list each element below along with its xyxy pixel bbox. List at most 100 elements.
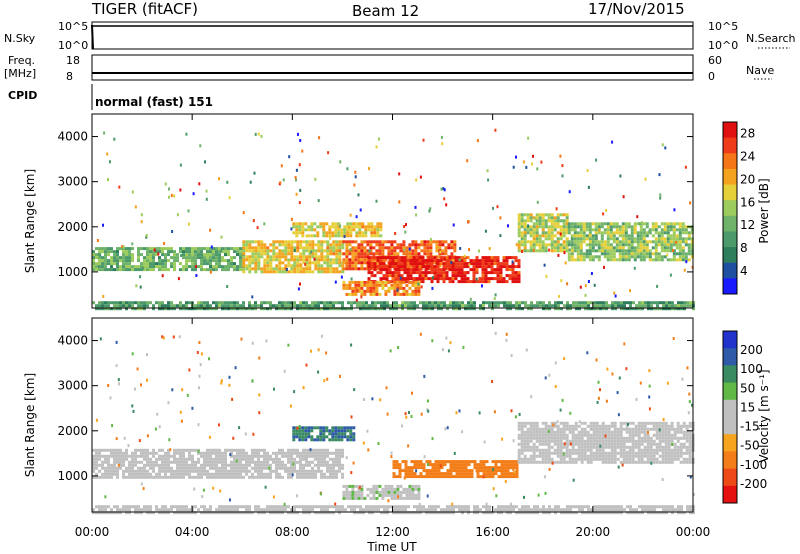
power-cell xyxy=(523,249,527,253)
power-cell xyxy=(612,255,616,259)
velocity-cell xyxy=(128,466,131,470)
power-speckle xyxy=(561,164,564,168)
power-cell xyxy=(224,250,227,254)
power-speckle xyxy=(522,160,525,164)
power-cell xyxy=(630,228,634,232)
velocity-cell xyxy=(236,466,239,470)
velocity-cell xyxy=(278,448,281,452)
velocity-cell xyxy=(541,448,545,452)
velocity-cell xyxy=(110,451,113,455)
power-cell xyxy=(224,265,227,269)
power-speckle xyxy=(205,189,208,193)
velocity-cell xyxy=(134,454,137,458)
power-cell xyxy=(600,252,604,256)
power-cell xyxy=(194,262,197,266)
power-cell xyxy=(260,304,263,308)
power-cell xyxy=(405,249,409,253)
power-cell xyxy=(272,270,276,274)
power-cell xyxy=(367,222,371,226)
power-cell xyxy=(408,249,412,253)
velocity-cell xyxy=(218,454,221,458)
power-speckle xyxy=(360,295,363,299)
power-cell xyxy=(406,259,410,263)
velocity-cell xyxy=(185,508,188,512)
velocity-cell xyxy=(610,445,614,449)
power-cell xyxy=(352,228,356,232)
power-cell xyxy=(384,246,388,250)
power-cell xyxy=(565,216,569,220)
velocity-cell xyxy=(577,448,581,452)
power-cell xyxy=(523,219,527,223)
power-speckle xyxy=(525,165,528,169)
power-cell xyxy=(481,277,485,281)
power-cell xyxy=(565,219,569,223)
power-cell xyxy=(354,252,358,256)
power-cell xyxy=(384,280,388,284)
velocity-cell xyxy=(122,454,125,458)
power-cell xyxy=(463,271,467,275)
velocity-cell xyxy=(544,460,548,464)
velocity-cell xyxy=(304,426,308,430)
power-cell xyxy=(393,283,397,287)
power-cell xyxy=(638,301,641,305)
velocity-cell xyxy=(218,469,221,473)
velocity-cell xyxy=(179,451,182,455)
velocity-cell xyxy=(98,508,101,512)
power-cell xyxy=(579,234,583,238)
velocity-cell xyxy=(194,475,197,479)
velocity-cell xyxy=(104,511,107,515)
velocity-cell xyxy=(443,475,447,479)
power-cell xyxy=(251,258,255,262)
power-cell xyxy=(599,301,602,305)
power-cell xyxy=(221,250,224,254)
velocity-cell xyxy=(341,505,344,509)
velocity-cell xyxy=(245,466,248,470)
power-cell xyxy=(617,301,620,305)
velocity-cell xyxy=(556,442,560,446)
power-cell xyxy=(215,307,218,311)
power-cell xyxy=(128,301,131,305)
power-speckle xyxy=(431,276,434,280)
power-cell xyxy=(585,234,589,238)
power-cell xyxy=(663,237,667,241)
power-speckle xyxy=(340,275,343,279)
power-cell xyxy=(390,283,394,287)
velocity-cell xyxy=(98,463,101,467)
velocity-cell xyxy=(113,469,116,473)
power-cell xyxy=(113,250,116,254)
velocity-cell xyxy=(107,475,110,479)
power-cell xyxy=(429,240,433,244)
velocity-cell xyxy=(215,451,218,455)
power-cell xyxy=(137,253,140,257)
power-speckle xyxy=(348,225,351,229)
power-cell xyxy=(588,252,592,256)
power-cell xyxy=(473,307,476,311)
power-cell xyxy=(182,304,185,308)
power-cell xyxy=(662,304,665,308)
power-cell xyxy=(621,258,625,262)
power-cell xyxy=(227,253,230,257)
velocity-cell xyxy=(529,421,533,425)
velocity-cell xyxy=(340,438,344,442)
power-cell xyxy=(152,250,155,254)
power-cell xyxy=(597,225,601,229)
power-cell xyxy=(600,240,604,244)
power-cell xyxy=(556,246,560,250)
velocity-cell xyxy=(541,430,545,434)
power-speckle xyxy=(185,132,188,136)
power-cell xyxy=(466,277,470,281)
velocity-cell xyxy=(290,463,293,467)
velocity-cell xyxy=(182,454,185,458)
velocity-cell xyxy=(571,424,575,428)
velocity-cell xyxy=(607,442,611,446)
velocity-cell xyxy=(164,454,167,458)
power-cell xyxy=(502,262,506,266)
power-cell xyxy=(414,252,418,256)
velocity-cell xyxy=(287,457,290,461)
power-cell xyxy=(134,307,137,311)
velocity-cell xyxy=(167,460,170,464)
power-cell xyxy=(164,265,167,269)
velocity-cell xyxy=(574,448,578,452)
power-cell xyxy=(567,252,571,256)
power-speckle xyxy=(527,136,530,140)
